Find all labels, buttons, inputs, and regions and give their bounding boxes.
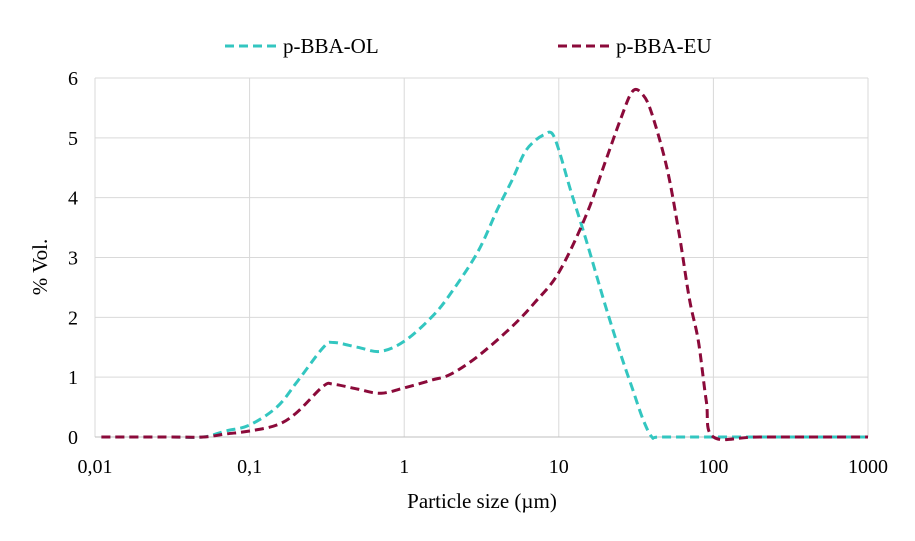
- y-tick-label: 0: [68, 427, 78, 449]
- x-tick-label: 0,1: [237, 456, 262, 478]
- x-tick-label: 0,01: [78, 456, 113, 478]
- x-axis-title: Particle size (µm): [407, 489, 557, 513]
- x-tick-label: 10: [549, 456, 569, 478]
- legend-label-p-bba-ol: p-BBA-OL: [283, 34, 379, 58]
- y-tick-label: 1: [68, 367, 78, 389]
- x-tick-labels: 0,01 0,1 1 10 100 1000: [78, 456, 889, 478]
- series-lines: [101, 87, 868, 442]
- x-tick-label: 100: [698, 456, 728, 478]
- y-tick-label: 4: [68, 188, 78, 210]
- legend: p-BBA-OL p-BBA-EU: [225, 34, 712, 58]
- series-line-p-bba-ol: [101, 130, 868, 440]
- x-tick-label: 1: [399, 456, 409, 478]
- y-tick-label: 2: [68, 307, 78, 329]
- legend-label-p-bba-eu: p-BBA-EU: [616, 34, 712, 58]
- series-line-p-bba-eu: [101, 87, 868, 442]
- y-tick-label: 5: [68, 128, 78, 150]
- x-tick-label: 1000: [848, 456, 888, 478]
- y-axis-title: % Vol.: [28, 239, 52, 295]
- y-tick-label: 3: [68, 248, 78, 270]
- gridlines: [94, 77, 869, 437]
- y-tick-label: 6: [68, 68, 78, 90]
- y-tick-labels: 0 1 2 3 4 5 6: [68, 68, 78, 449]
